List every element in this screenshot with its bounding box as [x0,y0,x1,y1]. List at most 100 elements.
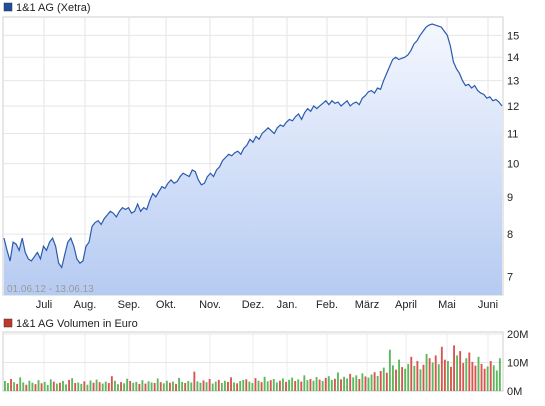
volume-bar [34,384,37,391]
volume-bar [245,379,248,391]
price-y-tick-label: 10 [507,159,519,171]
volume-bar [138,383,141,392]
volume-bar [181,381,184,391]
volume-bar [19,377,22,391]
volume-bar [68,379,71,391]
volume-bar [361,373,364,391]
volume-bar [159,382,162,391]
volume-bar [77,382,80,391]
month-label: April [395,299,417,311]
volume-bar [321,381,324,391]
volume-bar [144,383,147,391]
volume-bar [31,382,34,391]
volume-bar [428,358,431,391]
volume-bar [340,379,342,391]
volume-bar [379,371,382,391]
volume-bar [346,378,349,391]
month-label: Okt. [156,299,176,311]
volume-bar [80,383,83,392]
volume-bar [242,379,245,391]
volume-bar [141,380,144,391]
volume-bar [58,382,61,391]
volume-bar [217,379,220,391]
volume-bar [95,379,98,391]
volume-bar [211,383,214,391]
volume-legend-label: 1&1 AG Volumen in Euro [16,318,138,330]
volume-bar [385,372,388,391]
volume-bar [86,384,89,391]
volume-bar [364,376,367,391]
volume-bar [355,375,358,391]
volume-bar [74,383,77,391]
volume-grid [3,332,503,391]
volume-bar [431,362,434,391]
volume-bar [282,378,284,391]
volume-bars [4,345,501,392]
volume-bar [162,383,165,391]
volume-bar [327,376,330,391]
volume-bar [370,374,373,391]
volume-bar [239,381,242,391]
volume-bar [117,384,119,391]
month-label: Mai [438,299,456,311]
volume-bar [300,381,303,391]
volume-bar [196,381,199,391]
volume-bar [184,383,187,391]
month-axis: Juli Aug. Sep. Okt. Nov. Dez. Jan. Feb. März Apri… [36,299,498,311]
volume-bar [330,379,333,391]
price-legend-swatch [3,2,13,12]
price-y-tick-label: 8 [507,229,513,241]
price-y-tick-label: 14 [507,52,519,64]
volume-bar [483,368,486,391]
volume-bar [135,381,138,391]
volume-bar [450,366,452,391]
volume-bar [153,383,156,391]
volume-y-tick-label: 10M [507,358,528,370]
volume-bar [104,381,107,391]
volume-bar [223,380,226,391]
volume-bar [376,375,379,391]
volume-bar [388,349,391,391]
price-y-tick-label: 11 [507,128,518,140]
volume-bar [285,381,287,391]
volume-bar [495,370,498,391]
volume-bar [175,383,177,392]
volume-bar [49,379,52,391]
volume-bar [266,381,269,391]
volume-bar [392,365,394,391]
volume-bar [425,353,428,391]
volume-bar [227,381,229,391]
volume-bar [343,376,345,391]
price-line [3,23,503,269]
volume-bar [126,378,129,391]
volume-bar [129,381,132,391]
volume-bar [407,363,410,391]
volume-bar [272,379,275,391]
month-label: Sep. [118,299,141,311]
volume-bar [263,376,266,391]
volume-bar [333,378,336,391]
price-y-tick-label: 15 [507,30,519,42]
volume-bar [443,359,446,391]
volume-bar [416,361,419,391]
volume-bar [489,361,492,391]
volume-bar [373,372,376,391]
volume-bar [83,381,86,391]
volume-bar [480,363,483,391]
volume-bar [337,372,339,391]
volume-bar [275,382,278,391]
volume-bar [422,364,425,391]
volume-bar [260,382,263,391]
volume-bar [288,379,290,391]
volume-bar [202,380,205,391]
price-y-tick-label: 7 [507,271,513,283]
volume-bar [89,380,92,391]
volume-bar [10,379,12,391]
price-series [3,23,503,295]
volume-bar [62,381,64,391]
volume-bar [214,381,217,391]
volume-bar [434,355,437,392]
volume-bar [477,356,480,391]
volume-bar [22,382,25,391]
